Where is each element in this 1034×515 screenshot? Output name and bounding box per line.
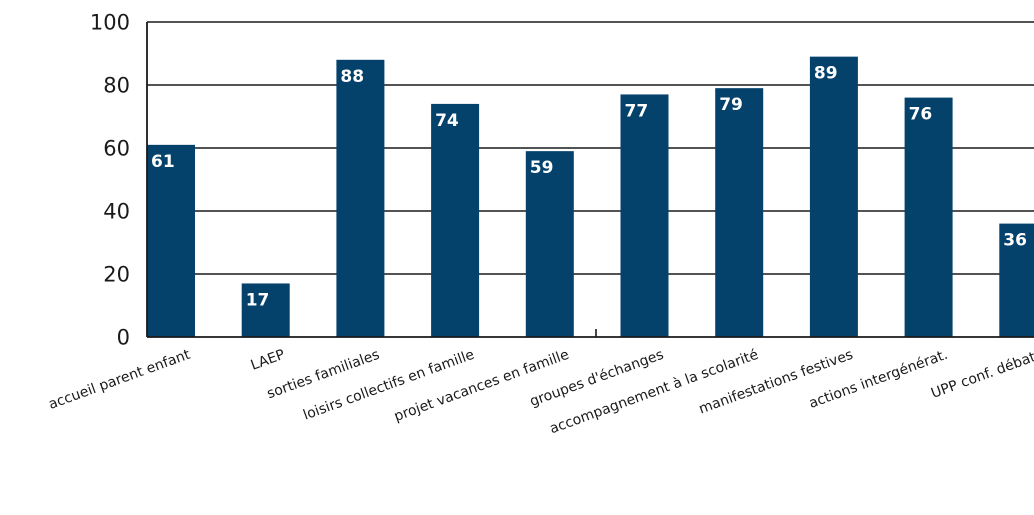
data-label: 76: [909, 105, 933, 125]
bar: [525, 151, 574, 337]
bar: [999, 223, 1034, 337]
bars: [147, 56, 1034, 338]
x-tick-label: manifestations festives: [697, 347, 856, 418]
data-label: 59: [530, 158, 554, 178]
y-tick-label: 80: [103, 74, 130, 98]
data-label: 36: [1003, 231, 1027, 251]
x-tick-label: LAEP: [249, 347, 287, 374]
data-labels: 61 17 88 74 59 77 79 89 76 36: [151, 64, 1027, 311]
data-label: 88: [340, 67, 364, 87]
bar: [431, 103, 480, 338]
bar: [904, 97, 953, 337]
y-axis-tick-labels: 0 20 40 60 80 100: [90, 11, 130, 350]
bar: [809, 56, 858, 338]
y-tick-label: 60: [103, 137, 130, 161]
y-tick-label: 20: [103, 263, 130, 287]
bar: [715, 88, 764, 338]
x-tick-label: projet vacances en famille: [392, 347, 571, 425]
data-label: 89: [814, 64, 838, 84]
data-label: 77: [625, 101, 649, 121]
axes: [146, 22, 1034, 338]
y-tick-label: 0: [117, 326, 130, 350]
y-tick-label: 100: [90, 11, 130, 35]
y-tick-label: 40: [103, 200, 130, 224]
gridlines: [147, 21, 1034, 275]
x-tick-label: accueil parent enfant: [47, 347, 193, 413]
x-tick-label: loisirs collectifs en famille: [301, 347, 476, 424]
data-label: 74: [435, 111, 459, 131]
data-label: 61: [151, 152, 175, 172]
data-label: 79: [719, 95, 743, 115]
bar: [336, 59, 385, 338]
data-label: 17: [246, 290, 270, 310]
bar: [620, 94, 669, 337]
bar: [241, 283, 290, 337]
bar: [147, 144, 195, 337]
